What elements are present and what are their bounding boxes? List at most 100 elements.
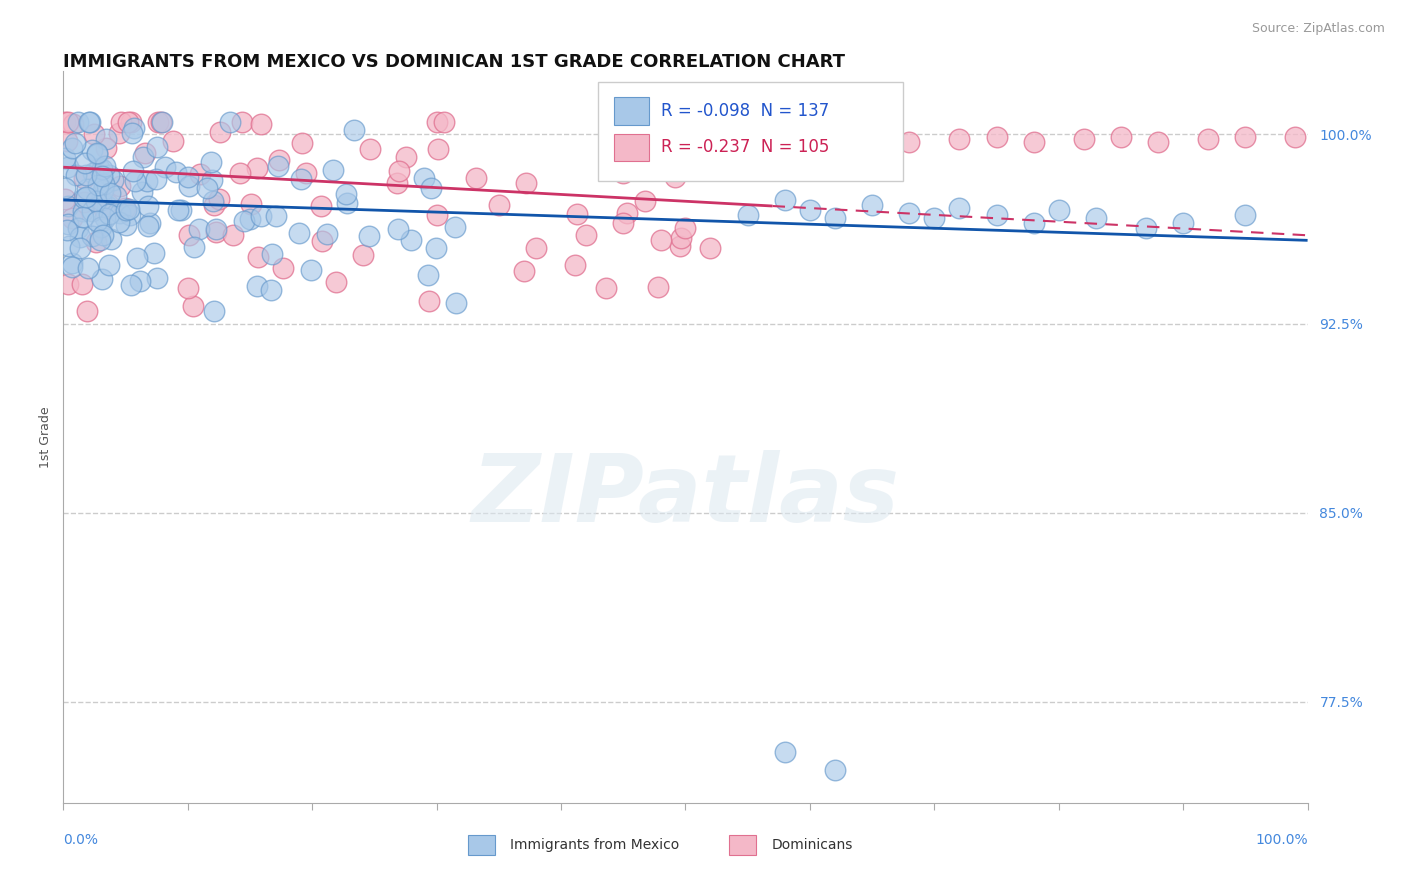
Point [96, 199, 118, 213]
Point [132, 150, 155, 164]
Point [101, 173, 124, 187]
Point [1022, 135, 1045, 149]
Point [83, 127, 105, 141]
Title: IMMIGRANTS FROM MEXICO VS DOMINICAN 1ST GRADE CORRELATION CHART: IMMIGRANTS FROM MEXICO VS DOMINICAN 1ST … [63, 54, 845, 71]
Point [93, 202, 115, 217]
Point [1173, 216, 1195, 230]
Point [136, 219, 159, 234]
Point [1073, 132, 1095, 146]
Point [201, 172, 224, 186]
Point [91, 272, 114, 286]
Point [176, 169, 198, 184]
Point [595, 281, 617, 295]
Point [699, 241, 721, 255]
Point [87, 178, 110, 192]
Text: R = -0.098  N = 137: R = -0.098 N = 137 [661, 102, 828, 120]
Point [426, 142, 449, 156]
Point [260, 247, 283, 261]
Point [773, 135, 796, 149]
Point [90, 161, 112, 176]
Point [76, 182, 98, 196]
Point [167, 203, 190, 218]
Point [433, 115, 456, 129]
Point [567, 207, 589, 221]
FancyBboxPatch shape [728, 835, 756, 855]
Point [352, 248, 374, 262]
Point [799, 203, 821, 218]
Point [647, 279, 669, 293]
Point [162, 134, 184, 148]
Point [564, 258, 586, 272]
FancyBboxPatch shape [599, 82, 903, 181]
Point [260, 284, 283, 298]
Point [56, 160, 79, 174]
Point [948, 201, 970, 215]
Point [177, 281, 200, 295]
Point [195, 180, 218, 194]
Point [72, 210, 94, 224]
Point [986, 208, 1008, 222]
Point [90, 169, 112, 183]
Point [69, 241, 91, 255]
Point [1234, 130, 1257, 145]
Point [426, 115, 449, 129]
Point [444, 295, 467, 310]
Point [53, 151, 76, 165]
Point [1085, 211, 1108, 225]
Point [91, 227, 114, 242]
Point [246, 279, 269, 293]
Point [138, 216, 160, 230]
Point [1022, 216, 1045, 230]
Point [122, 121, 145, 136]
Point [183, 299, 205, 313]
Point [75, 190, 97, 204]
Point [66, 115, 89, 129]
Point [824, 211, 846, 225]
Point [75, 156, 97, 170]
Point [575, 228, 598, 243]
Point [669, 231, 692, 245]
Point [860, 198, 883, 212]
Point [79, 115, 101, 129]
Point [240, 196, 263, 211]
Point [290, 171, 312, 186]
Point [208, 192, 231, 206]
FancyBboxPatch shape [468, 835, 495, 855]
Point [93, 177, 115, 191]
Point [231, 115, 253, 129]
Point [55, 223, 77, 237]
Point [387, 222, 409, 236]
FancyBboxPatch shape [614, 134, 650, 161]
Point [650, 233, 672, 247]
Point [773, 193, 796, 207]
Point [204, 221, 226, 235]
Point [60, 256, 83, 270]
Point [73, 191, 96, 205]
Point [86, 235, 108, 249]
Point [75, 168, 97, 182]
Point [385, 176, 408, 190]
Point [634, 194, 657, 208]
Point [515, 177, 537, 191]
Point [105, 189, 128, 203]
Point [177, 228, 200, 243]
Point [89, 161, 111, 175]
Point [1109, 130, 1132, 145]
Point [208, 125, 231, 139]
Point [110, 115, 132, 129]
Point [146, 140, 169, 154]
Point [96, 141, 118, 155]
Point [62, 141, 84, 155]
Point [143, 246, 166, 260]
Point [412, 170, 434, 185]
Point [294, 166, 316, 180]
Point [325, 276, 347, 290]
Point [90, 193, 112, 207]
Point [1284, 130, 1306, 145]
Point [264, 210, 287, 224]
Point [80, 143, 103, 157]
Point [115, 219, 138, 233]
Point [60, 211, 83, 225]
Point [222, 227, 245, 242]
Point [63, 136, 86, 150]
